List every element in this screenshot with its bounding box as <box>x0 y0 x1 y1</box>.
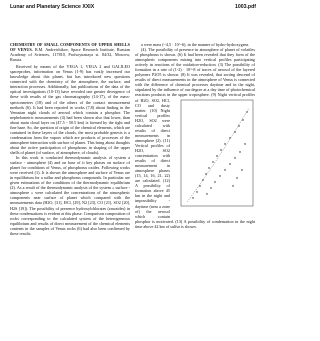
header-right: 1003.pdf <box>234 4 256 10</box>
paragraph: In this work is conducted thermodynamic … <box>10 155 130 236</box>
authors: B.M. Andreichikov, Space Research Instit… <box>10 47 130 63</box>
page: {"header": {"left": "Lunar and Planetary… <box>10 4 256 336</box>
paragraph: Received by means of the VEGA 1, VEGA 2 … <box>10 64 130 155</box>
title: CHEMISTRY OF SMALL COMPONENTS OF UPPER S… <box>10 42 130 53</box>
paragraph: (4). The possibility of presence in atmo… <box>135 47 255 229</box>
title-block: CHEMISTRY OF SMALL COMPONENTS OF UPPER S… <box>10 42 130 62</box>
header-left: Lunar and Planetary Science XXIX <box>10 4 95 10</box>
left-column: CHEMISTRY OF SMALL COMPONENTS OF UPPER S… <box>10 42 130 336</box>
figure <box>180 99 254 206</box>
right-column: a were mass (~4,5 · 10^-6), in the manne… <box>135 42 255 336</box>
paragraph: a were mass (~4,5 · 10^-6), in the manne… <box>141 42 250 47</box>
